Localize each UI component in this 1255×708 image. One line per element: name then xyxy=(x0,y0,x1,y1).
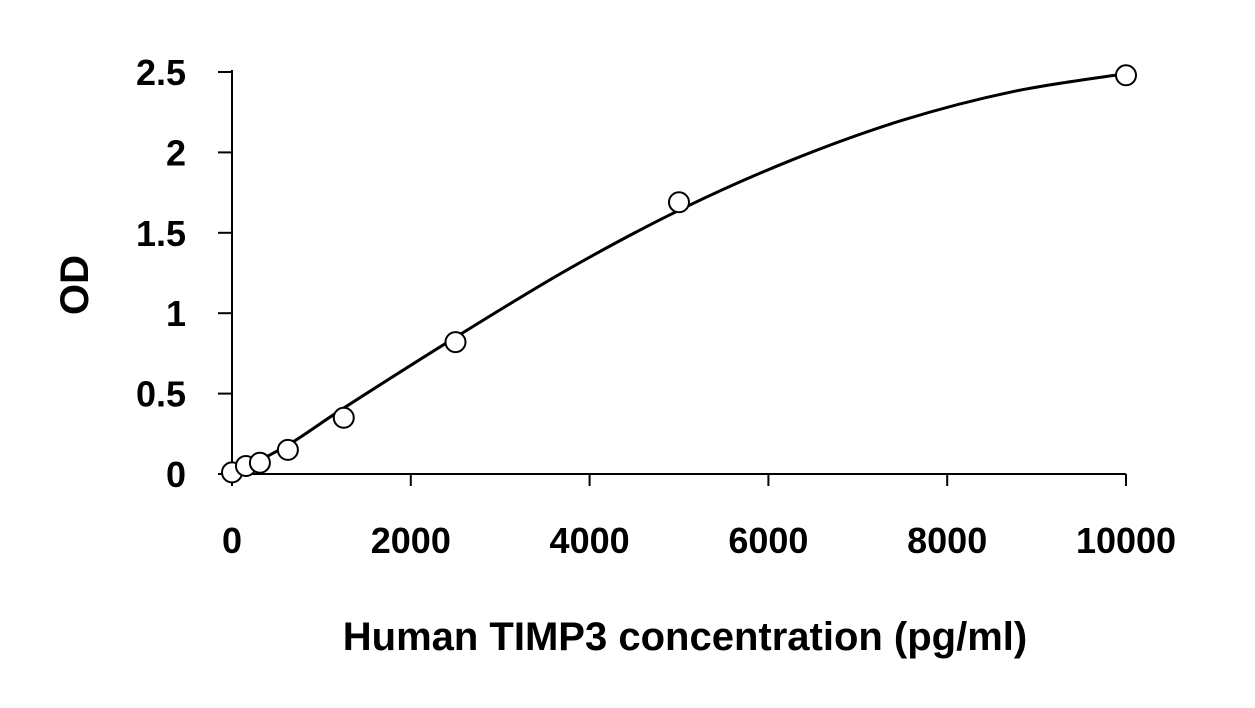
x-tick-label: 4000 xyxy=(550,520,630,561)
data-point xyxy=(332,406,355,429)
data-point xyxy=(248,451,271,474)
y-axis-ticks: 0 0.5 1 1.5 2 2.5 xyxy=(136,52,232,495)
y-tick-label: 0.5 xyxy=(136,374,186,415)
x-tick-label: 6000 xyxy=(728,520,808,561)
x-tick-label: 0 xyxy=(222,520,242,561)
x-axis-ticks: 0 2000 4000 6000 8000 10000 xyxy=(222,474,1176,561)
x-tick-label: 10000 xyxy=(1076,520,1176,561)
data-point xyxy=(444,331,467,354)
data-point xyxy=(1115,64,1137,87)
y-tick-label: 1.5 xyxy=(136,213,186,254)
y-tick-label: 2.5 xyxy=(136,52,186,93)
y-tick-label: 1 xyxy=(166,293,186,334)
data-point xyxy=(668,191,690,214)
fitted-curve-line xyxy=(231,72,1127,476)
y-axis-title: OD xyxy=(53,255,97,315)
data-points xyxy=(221,64,1137,484)
data-point xyxy=(276,438,299,461)
x-tick-label: 8000 xyxy=(907,520,987,561)
x-axis-title: Human TIMP3 concentration (pg/ml) xyxy=(343,615,1027,659)
y-tick-label: 2 xyxy=(166,132,186,173)
y-tick-label: 0 xyxy=(166,454,186,495)
x-tick-label: 2000 xyxy=(371,520,451,561)
